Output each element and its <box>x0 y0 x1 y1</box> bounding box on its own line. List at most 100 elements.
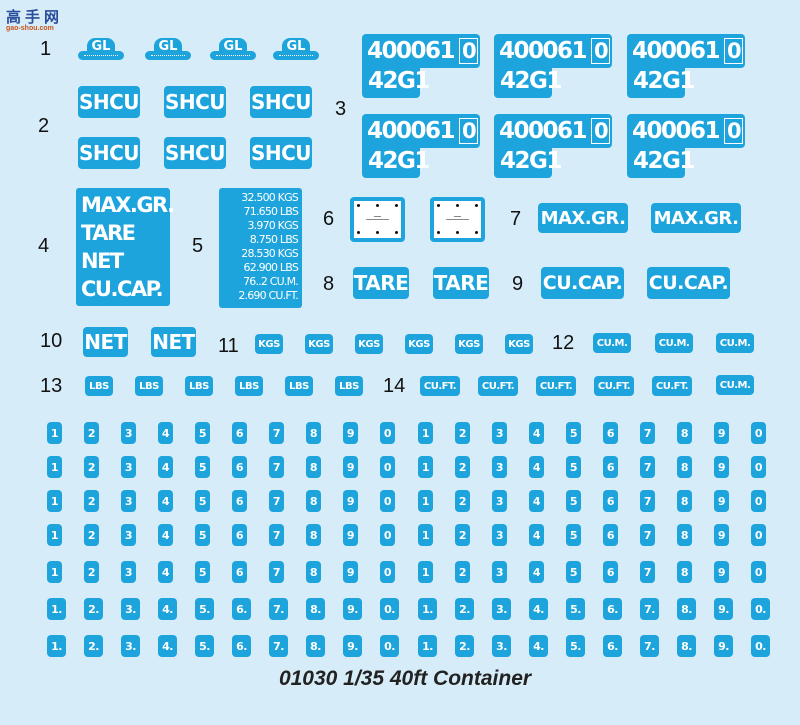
serial-number: 400061 <box>367 38 456 64</box>
decal-digit: 6 <box>603 456 618 478</box>
decal-digit: 6 <box>232 561 247 583</box>
decal-digit: 4 <box>158 561 173 583</box>
decal-digit: 3 <box>121 456 136 478</box>
section-number: 13 <box>40 375 63 397</box>
decal-digit: 8 <box>677 561 692 583</box>
decal-digit: 8 <box>306 422 321 444</box>
decal-digit-dot: 7. <box>269 598 288 620</box>
decal-digit: 5 <box>195 561 210 583</box>
decal-digit-dot: 7. <box>640 635 659 657</box>
decal-digit: 1 <box>418 561 433 583</box>
decal-digit: 4 <box>158 422 173 444</box>
decal-gl-logo: GL <box>210 38 256 60</box>
decal-digit: 9 <box>343 422 358 444</box>
serial-row: 400061 0 <box>494 34 612 68</box>
decal-digit: 1 <box>418 490 433 512</box>
decal-gl-logo: GL <box>145 38 191 60</box>
gl-underline <box>210 51 256 60</box>
type-code: 42G1 <box>362 64 430 98</box>
decal-digit: 5 <box>566 561 581 583</box>
plate-text-line <box>374 216 381 217</box>
decal-digit: 4 <box>529 524 544 546</box>
decal-digit: 7 <box>640 456 655 478</box>
serial-number: 400061 <box>367 118 456 144</box>
decal-data-plate <box>350 197 405 242</box>
decal-digit: 2 <box>455 561 470 583</box>
decal-digit: 6 <box>232 422 247 444</box>
section-number: 10 <box>40 330 63 352</box>
plate-text-line <box>366 219 389 220</box>
decal-digit: 7 <box>640 561 655 583</box>
decal-digit-dot: 0. <box>751 635 770 657</box>
serial-row: 400061 0 <box>627 34 745 68</box>
decal-kgs: KGS <box>255 334 283 354</box>
decal-cu-ft: CU.FT. <box>420 376 460 396</box>
decal-kgs: KGS <box>355 334 383 354</box>
plate-face <box>434 201 481 238</box>
decal-digit-dot: 9. <box>343 635 362 657</box>
section-number: 14 <box>383 375 406 397</box>
decal-container-number: 400061 0 42G1 <box>362 34 480 98</box>
decal-max-gr: MAX.GR. <box>538 203 628 233</box>
decal-gl-logo: GL <box>78 38 124 60</box>
section-number: 4 <box>38 235 50 257</box>
weight-line: 2.690 CU.FT. <box>238 289 298 302</box>
decal-digit: 6 <box>232 456 247 478</box>
decal-digit: 0 <box>751 456 766 478</box>
decal-digit-dot: 4. <box>158 598 177 620</box>
decal-digit: 8 <box>677 422 692 444</box>
decal-digit: 8 <box>677 490 692 512</box>
decal-digit: 7 <box>269 456 284 478</box>
decal-digit: 0 <box>751 561 766 583</box>
decal-digit: 8 <box>306 490 321 512</box>
decal-digit-dot: 1. <box>418 598 437 620</box>
decal-5-weight-values: 32.500 KGS 71.650 LBS 3.970 KGS 8.750 LB… <box>219 188 302 308</box>
decal-digit: 1 <box>47 422 62 444</box>
decal-digit-dot: 3. <box>492 598 511 620</box>
decal-shcu: SHCU <box>164 137 226 169</box>
decal-cu-ft: CU.FT. <box>594 376 634 396</box>
decal-net: NET <box>151 327 196 357</box>
decal-digit: 2 <box>455 524 470 546</box>
decal-digit: 6 <box>603 422 618 444</box>
decal-digit: 8 <box>677 456 692 478</box>
decal-digit-dot: 8. <box>306 598 325 620</box>
decal-digit-dot: 7. <box>269 635 288 657</box>
decal-digit-dot: 0. <box>380 598 399 620</box>
decal-digit: 5 <box>566 422 581 444</box>
decal-digit: 1 <box>418 422 433 444</box>
decal-digit: 6 <box>603 561 618 583</box>
decal-digit: 9 <box>343 561 358 583</box>
decal-digit-dot: 4. <box>529 598 548 620</box>
decal-digit-dot: 3. <box>121 635 140 657</box>
decal-digit: 5 <box>566 524 581 546</box>
decal-digit-dot: 4. <box>158 635 177 657</box>
decal-digit: 0 <box>380 422 395 444</box>
rivet-dot <box>357 231 360 234</box>
decal-digit: 3 <box>492 422 507 444</box>
decal-shcu: SHCU <box>250 86 312 118</box>
rivet-dot <box>456 231 459 234</box>
gl-underline <box>145 51 191 60</box>
decal-4-stencil-labels: MAX.GR. TARE NET CU.CAP. <box>76 188 175 306</box>
decal-digit: 5 <box>195 524 210 546</box>
section-number: 6 <box>323 208 335 230</box>
section-number: 9 <box>512 273 524 295</box>
serial-row: 400061 0 <box>627 114 745 148</box>
decal-container-number: 400061 0 42G1 <box>494 114 612 178</box>
decal-digit: 2 <box>455 456 470 478</box>
section-number: 7 <box>510 208 522 230</box>
decal-digit: 7 <box>269 422 284 444</box>
decal-digit-dot: 8. <box>677 635 696 657</box>
rivet-dot <box>376 231 379 234</box>
decal-digit: 5 <box>566 456 581 478</box>
decal-gl-logo: GL <box>273 38 319 60</box>
decal-digit: 3 <box>492 561 507 583</box>
weight-line: 8.750 LBS <box>249 233 299 246</box>
decal-cu-ft: CU.FT. <box>536 376 576 396</box>
serial-number: 400061 <box>499 38 588 64</box>
plate-text-line <box>446 219 469 220</box>
decal-digit-dot: 8. <box>306 635 325 657</box>
check-digit: 0 <box>724 38 744 64</box>
serial-row: 400061 0 <box>494 114 612 148</box>
